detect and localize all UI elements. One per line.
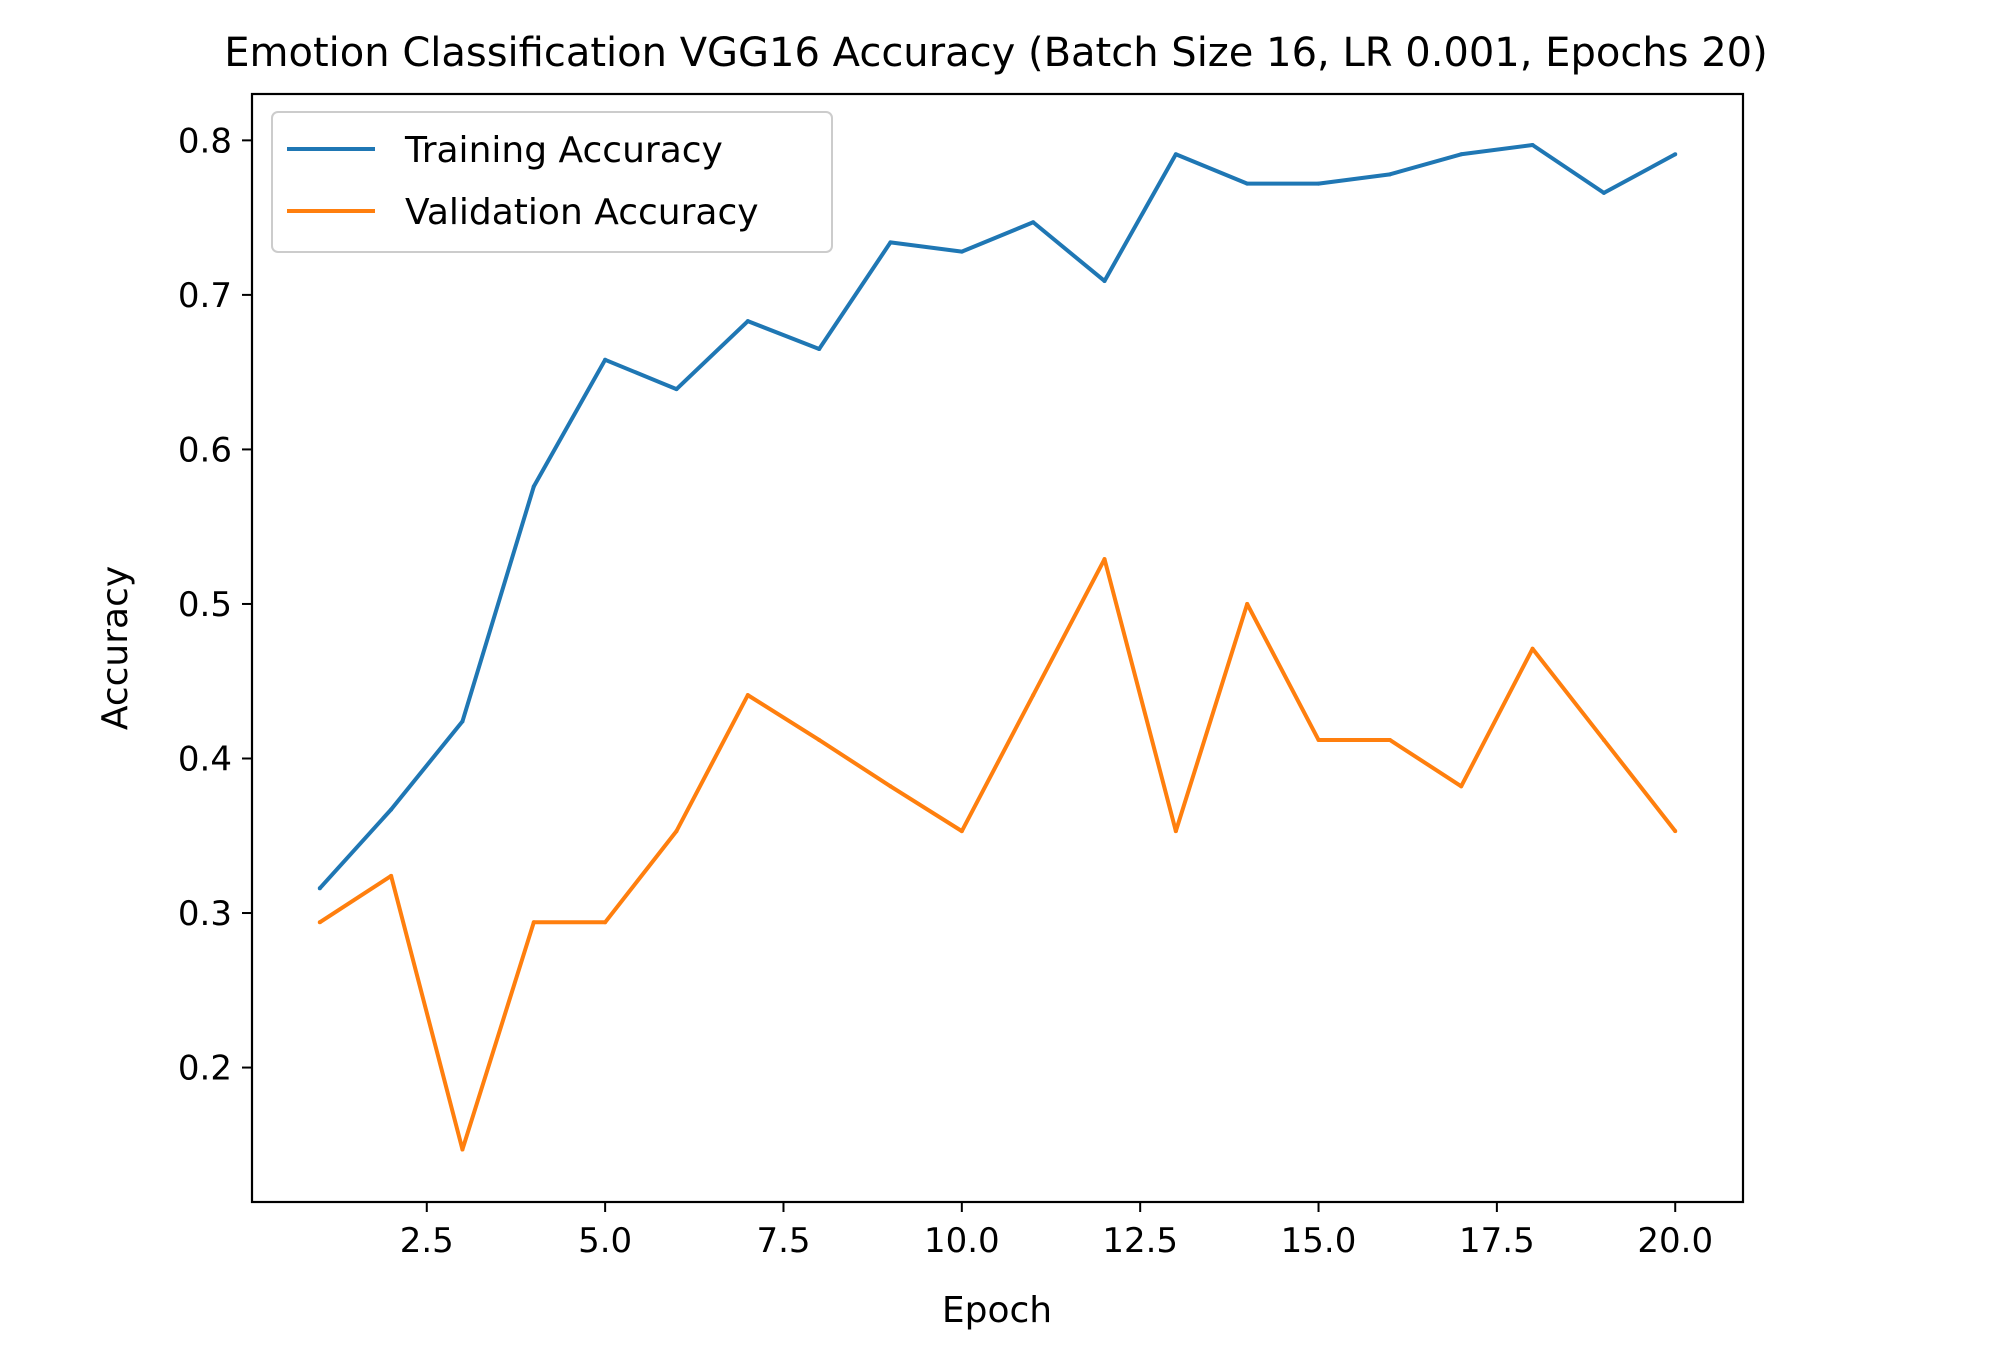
data-point-validation-accuracy xyxy=(1245,601,1250,606)
y-tick-label: 0.6 xyxy=(178,430,232,470)
data-point-validation-accuracy xyxy=(1316,737,1321,742)
data-point-validation-accuracy xyxy=(959,829,964,834)
data-point-training-accuracy xyxy=(460,719,465,724)
y-tick-label: 0.4 xyxy=(178,739,232,779)
data-point-validation-accuracy xyxy=(531,920,536,925)
series-line-validation-accuracy xyxy=(318,557,1677,1152)
x-tick-label: 12.5 xyxy=(1102,1221,1178,1261)
data-point-training-accuracy xyxy=(1316,181,1321,186)
legend-box xyxy=(271,111,833,253)
data-point-training-accuracy xyxy=(1459,152,1464,157)
data-point-training-accuracy xyxy=(317,886,322,891)
x-tick-label: 5.0 xyxy=(578,1221,632,1261)
plot-frame xyxy=(250,92,1745,1204)
data-point-validation-accuracy xyxy=(1102,557,1107,562)
data-point-training-accuracy xyxy=(1673,152,1678,157)
data-point-training-accuracy xyxy=(1173,152,1178,157)
data-point-validation-accuracy xyxy=(1173,829,1178,834)
chart-title: Emotion Classification VGG16 Accuracy (B… xyxy=(224,30,1767,76)
data-point-validation-accuracy xyxy=(1387,737,1392,742)
data-point-training-accuracy xyxy=(531,484,536,489)
y-axis: 0.2 0.3 0.4 0.5 0.6 0.7 0.8 xyxy=(178,121,252,1089)
data-point-validation-accuracy xyxy=(817,737,822,742)
y-tick-label: 0.7 xyxy=(178,276,232,316)
y-tick-label: 0.5 xyxy=(178,585,232,625)
y-tick-label: 0.8 xyxy=(178,121,232,161)
y-tick-label: 0.3 xyxy=(178,894,232,934)
series-line-training-accuracy xyxy=(318,143,1677,890)
x-tick-label: 15.0 xyxy=(1281,1221,1357,1261)
data-point-validation-accuracy xyxy=(1530,646,1535,651)
data-point-training-accuracy xyxy=(1387,172,1392,177)
data-point-validation-accuracy xyxy=(1601,737,1606,742)
data-point-training-accuracy xyxy=(888,240,893,245)
data-point-training-accuracy xyxy=(1601,190,1606,195)
y-axis-label: Accuracy xyxy=(95,566,136,730)
data-point-training-accuracy xyxy=(1530,142,1535,147)
data-point-validation-accuracy xyxy=(888,784,893,789)
data-point-training-accuracy xyxy=(959,249,964,254)
x-tick-label: 10.0 xyxy=(924,1221,1000,1261)
series-layer xyxy=(317,142,1678,1152)
data-point-training-accuracy xyxy=(817,346,822,351)
data-point-training-accuracy xyxy=(674,387,679,392)
data-point-training-accuracy xyxy=(603,357,608,362)
data-point-training-accuracy xyxy=(1102,278,1107,283)
data-point-training-accuracy xyxy=(1031,220,1036,225)
data-point-validation-accuracy xyxy=(460,1147,465,1152)
x-axis: 2.5 5.0 7.5 10.0 12.5 15.0 17.5 20.0 xyxy=(400,1202,1713,1261)
data-point-validation-accuracy xyxy=(745,693,750,698)
x-tick-label: 20.0 xyxy=(1637,1221,1713,1261)
x-axis-label: Epoch xyxy=(942,1290,1052,1331)
data-point-validation-accuracy xyxy=(1673,829,1678,834)
x-tick-label: 2.5 xyxy=(400,1221,454,1261)
legend-label-validation: Validation Accuracy xyxy=(405,192,759,233)
data-point-validation-accuracy xyxy=(1459,784,1464,789)
x-tick-label: 7.5 xyxy=(756,1221,810,1261)
data-point-validation-accuracy xyxy=(317,920,322,925)
data-point-validation-accuracy xyxy=(389,873,394,878)
data-point-validation-accuracy xyxy=(674,829,679,834)
data-point-training-accuracy xyxy=(389,807,394,812)
data-point-training-accuracy xyxy=(745,319,750,324)
x-tick-label: 17.5 xyxy=(1459,1221,1535,1261)
legend: Training Accuracy Validation Accuracy xyxy=(271,111,833,253)
data-point-validation-accuracy xyxy=(603,920,608,925)
data-point-training-accuracy xyxy=(1245,181,1250,186)
legend-label-training: Training Accuracy xyxy=(404,130,723,171)
y-tick-label: 0.2 xyxy=(178,1049,232,1089)
data-point-validation-accuracy xyxy=(1031,693,1036,698)
